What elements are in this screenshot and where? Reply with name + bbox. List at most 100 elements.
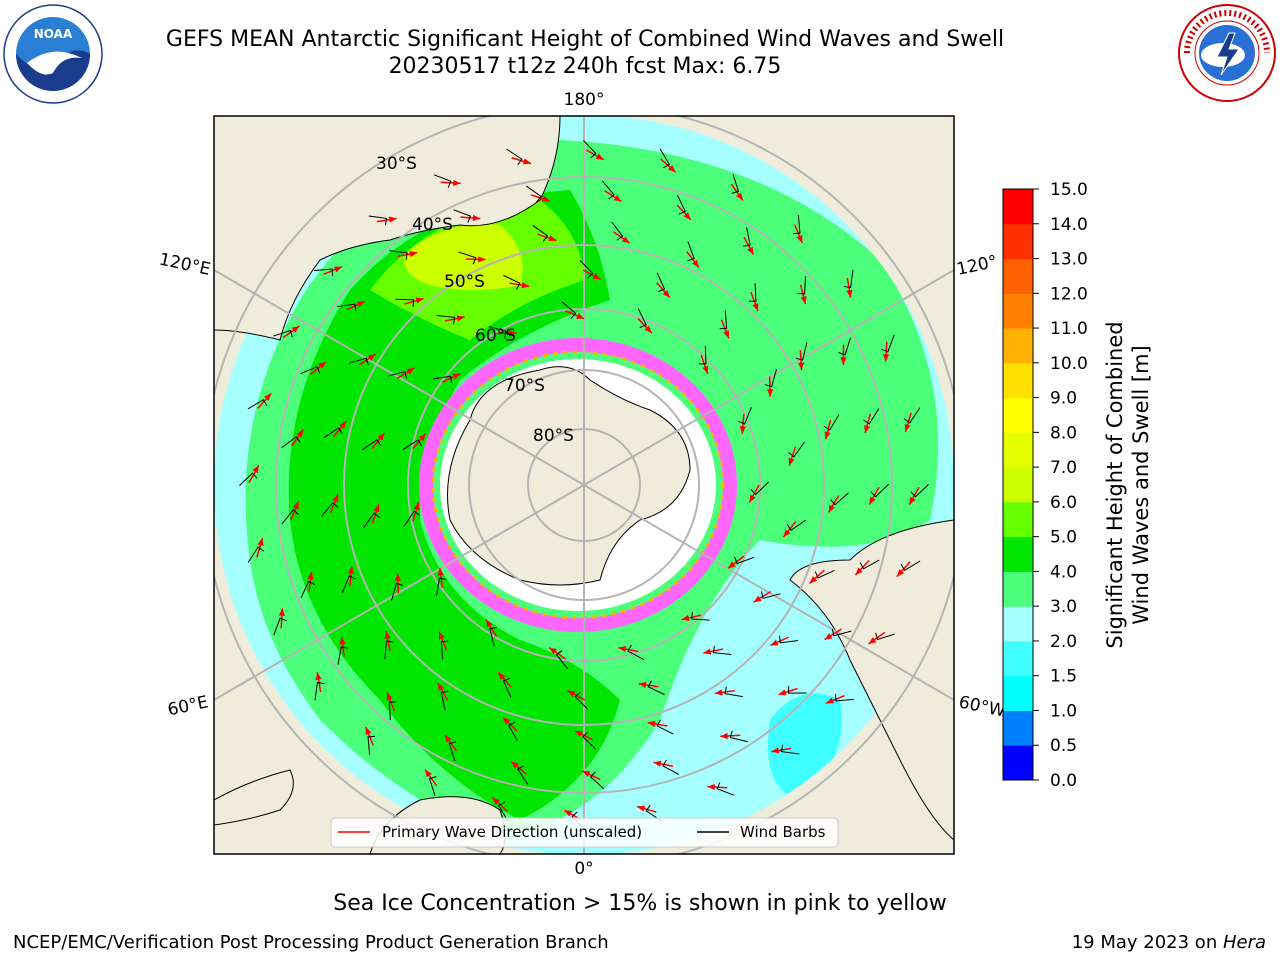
wave-arrow-head bbox=[753, 595, 762, 603]
lat-label-80s: 80°S bbox=[533, 426, 574, 446]
chart-title: GEFS MEAN Antarctic Significant Height o… bbox=[165, 27, 1005, 52]
wave-arrow-head bbox=[315, 672, 322, 681]
wave-arrow-head bbox=[567, 690, 576, 697]
colorbar-frame bbox=[1002, 188, 1034, 781]
wave-arrow-head bbox=[549, 647, 558, 655]
wave-arrow-head bbox=[564, 810, 573, 817]
wave-arrow-head bbox=[292, 501, 299, 510]
wave-arrow-head bbox=[334, 266, 343, 273]
colorbar-tick-label: 10.0 bbox=[1050, 354, 1088, 374]
wave-arrow-head bbox=[318, 361, 326, 369]
wind-barb bbox=[391, 582, 404, 601]
colorbar-segment bbox=[1003, 189, 1033, 225]
wave-arrow-head bbox=[727, 561, 736, 569]
wind-barb bbox=[797, 275, 807, 295]
wave-arrow-head bbox=[522, 158, 531, 165]
noaa-logo: NOAA bbox=[3, 4, 103, 104]
wind-barb bbox=[433, 174, 452, 188]
wind-barb bbox=[779, 635, 799, 644]
wave-arrow-head bbox=[668, 165, 676, 173]
wind-barb bbox=[300, 366, 321, 375]
wave-arrow-head bbox=[909, 496, 916, 505]
wave-arrow-head bbox=[486, 619, 493, 628]
colorbar-segment bbox=[1003, 293, 1033, 329]
wind-barb bbox=[506, 148, 523, 166]
wind-barb bbox=[489, 626, 497, 647]
wave-arrow-head bbox=[788, 457, 795, 466]
wind-barb bbox=[734, 556, 754, 565]
wind-barb bbox=[729, 730, 748, 743]
wind-barb bbox=[428, 776, 437, 796]
wind-barb bbox=[792, 215, 801, 235]
sea-ice-note: Sea Ice Concentration > 15% is shown in … bbox=[333, 891, 947, 916]
wind-barb bbox=[440, 690, 449, 711]
lat-label-30s: 30°S bbox=[376, 154, 417, 174]
map-area: 30°S 40°S 50°S 60°S 70°S 80°S bbox=[214, 116, 954, 854]
wind-barb bbox=[724, 686, 743, 698]
wind-barb bbox=[627, 644, 645, 661]
wave-arrow-head bbox=[720, 732, 728, 740]
wind-barb bbox=[561, 301, 577, 319]
lat-label-60s: 60°S bbox=[475, 326, 516, 346]
wave-arrow-head bbox=[437, 682, 445, 691]
wind-barb bbox=[384, 640, 394, 660]
colorbar-tick-label: 15.0 bbox=[1050, 180, 1088, 200]
wind-barb bbox=[830, 492, 849, 506]
wave-arrow-head bbox=[264, 393, 272, 401]
wave-arrow-head bbox=[456, 315, 465, 322]
wave-arrow-head bbox=[683, 212, 691, 220]
wave-arrow-head bbox=[478, 256, 486, 263]
wave-arrow-head bbox=[846, 289, 853, 298]
australia bbox=[789, 519, 954, 841]
wind-barb bbox=[738, 407, 752, 425]
wind-barb bbox=[320, 502, 339, 517]
pacific-land bbox=[750, 116, 840, 170]
wave-arrow-head bbox=[521, 282, 530, 289]
wind-barb bbox=[764, 369, 777, 388]
wind-barb bbox=[691, 611, 710, 621]
wave-arrow-head bbox=[438, 631, 445, 640]
wind-barb bbox=[448, 741, 457, 762]
footer-credit: NCEP/EMC/Verification Post Processing Pr… bbox=[13, 932, 609, 953]
wave-arrow-head bbox=[783, 529, 791, 538]
wave-arrow-head bbox=[828, 504, 835, 513]
wave-arrow-head bbox=[373, 504, 380, 513]
wave-arrow-head bbox=[896, 569, 904, 577]
wind-barb bbox=[555, 650, 569, 670]
colorbar-segment bbox=[1003, 606, 1033, 642]
wind-barb bbox=[574, 691, 589, 710]
wind-barb bbox=[361, 439, 382, 451]
wave-arrow-head bbox=[647, 720, 656, 727]
wave-arrow-head bbox=[824, 633, 833, 640]
wave-arrow-head bbox=[339, 636, 346, 645]
wave-arrow-head bbox=[855, 567, 863, 575]
wave-arrow-head bbox=[840, 357, 847, 365]
wind-barb bbox=[859, 559, 880, 570]
wind-barb bbox=[676, 194, 686, 215]
sea-ice-ring bbox=[419, 338, 737, 632]
colorbar-label-line2: Wind Waves and Swell [m] bbox=[1129, 345, 1153, 625]
wave-arrow-head bbox=[723, 330, 730, 339]
colorbar: 0.0 0.5 1.0 1.5 2.0 3.0 4.0 5.0 6.0 7.0 8.0 9.0 10.0… bbox=[1002, 180, 1088, 791]
wind-barb bbox=[502, 677, 512, 698]
colorbar-segment bbox=[1003, 710, 1033, 746]
wave-arrow-head bbox=[347, 566, 355, 574]
wave-arrow-head bbox=[453, 179, 461, 187]
wind-barb bbox=[273, 329, 293, 338]
wave-arrow-head bbox=[278, 608, 286, 616]
lat-label-40s: 40°S bbox=[412, 215, 453, 235]
wind-barb bbox=[582, 731, 597, 750]
wind-barb bbox=[637, 308, 647, 329]
wave-arrow-head bbox=[797, 362, 805, 371]
colorbar-segment bbox=[1003, 467, 1033, 503]
wave-arrow-head bbox=[365, 726, 372, 735]
wind-barb bbox=[831, 628, 852, 637]
wave-arrow-head bbox=[444, 734, 452, 743]
lon-label-120e: 120°E bbox=[157, 250, 212, 280]
wave-arrow-head bbox=[425, 769, 432, 778]
wave-arrow-head bbox=[582, 770, 591, 777]
wave-arrow-head bbox=[692, 259, 699, 268]
wind-barb bbox=[719, 310, 728, 330]
colorbar-tick-label: 12.0 bbox=[1050, 284, 1088, 304]
